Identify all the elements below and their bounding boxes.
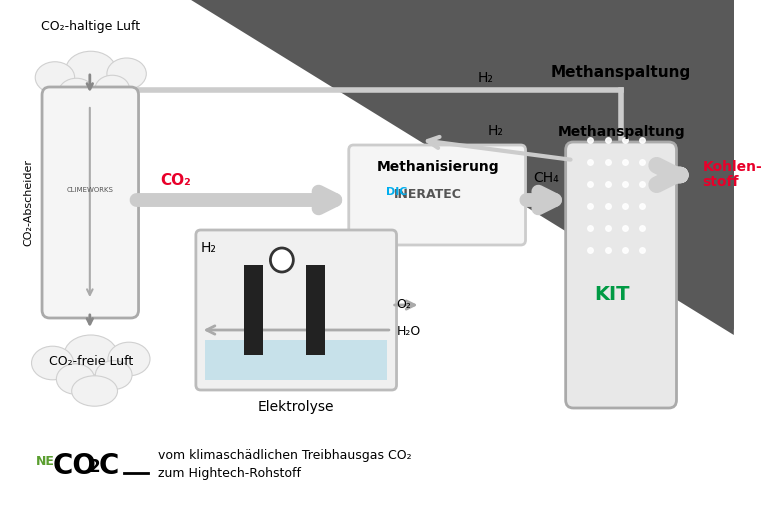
Ellipse shape [31,346,74,380]
Polygon shape [253,0,734,210]
Ellipse shape [107,58,147,90]
FancyBboxPatch shape [566,142,677,408]
Text: DIC: DIC [386,187,407,197]
Text: H₂: H₂ [488,124,503,138]
Ellipse shape [66,51,116,89]
Text: CO₂-freie Luft: CO₂-freie Luft [48,355,133,368]
Text: zum Hightech-Rohstoff: zum Hightech-Rohstoff [157,467,300,480]
Ellipse shape [95,360,132,390]
Bar [243,265,263,355]
Text: INERATEC: INERATEC [394,189,462,201]
Text: CH₄: CH₄ [533,171,559,185]
Text: Methanspaltung: Methanspaltung [558,125,685,139]
Text: Elektrolyse: Elektrolyse [258,400,334,414]
Text: O₂: O₂ [396,298,412,311]
Ellipse shape [64,335,118,375]
Text: Methanisierung: Methanisierung [376,160,499,174]
Ellipse shape [35,62,74,93]
Text: H₂: H₂ [478,71,494,85]
Ellipse shape [56,364,94,394]
FancyBboxPatch shape [42,87,138,318]
Text: CO₂-Abscheider: CO₂-Abscheider [24,158,34,245]
Text: 2: 2 [89,458,101,476]
Text: NE: NE [36,455,55,468]
Ellipse shape [71,376,118,406]
Text: H₂O: H₂O [396,325,421,338]
Ellipse shape [73,90,116,118]
Polygon shape [205,340,387,380]
Polygon shape [420,0,734,330]
Text: C: C [98,452,119,480]
Text: KIT: KIT [594,286,629,305]
Ellipse shape [95,75,130,102]
Text: Methanspaltung: Methanspaltung [551,65,691,80]
Text: vom klimaschädlichen Treibhausgas CO₂: vom klimaschädlichen Treibhausgas CO₂ [157,449,412,462]
Text: CLIMEWORKS: CLIMEWORKS [66,187,113,193]
Text: CO₂: CO₂ [161,173,191,188]
Ellipse shape [58,78,94,107]
FancyBboxPatch shape [196,230,396,390]
Text: Kohlen-: Kohlen- [702,160,762,174]
Bar [306,265,325,355]
FancyBboxPatch shape [349,145,525,245]
Ellipse shape [108,342,150,376]
Text: H₂: H₂ [200,241,217,255]
Polygon shape [191,0,734,335]
Circle shape [270,248,293,272]
Text: CO: CO [52,452,97,480]
Text: stoff: stoff [702,175,739,189]
Text: CO₂-haltige Luft: CO₂-haltige Luft [41,20,141,33]
